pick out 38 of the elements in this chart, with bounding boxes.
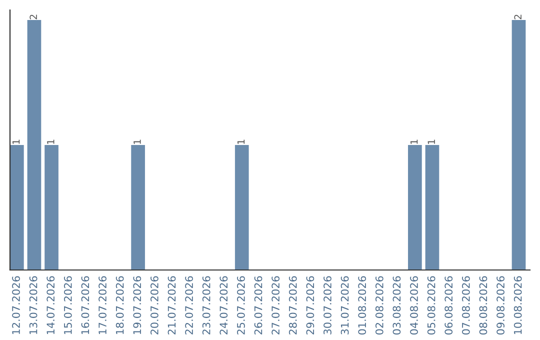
data-label: 1 bbox=[410, 140, 418, 144]
data-label: 2 bbox=[514, 14, 522, 20]
x-tick-label: 09.08.2026 bbox=[496, 276, 504, 335]
x-tick-label: 19.07.2026 bbox=[133, 276, 142, 334]
x-tick-label: 17.07.2026 bbox=[98, 276, 106, 334]
x-tick-label: 26.07.2026 bbox=[254, 276, 262, 334]
x-tick-label: 02.08.2026 bbox=[375, 276, 384, 335]
x-tick-label: 21.07.2026 bbox=[168, 276, 176, 334]
x-tick-label: 29.07.2026 bbox=[306, 276, 314, 334]
x-tick-label: 24.07.2026 bbox=[220, 276, 228, 334]
x-tick-label: 07.08.2026 bbox=[462, 276, 470, 335]
x-tick-label: 03.08.2026 bbox=[392, 276, 401, 335]
x-tick-label: 28.07.2026 bbox=[288, 276, 297, 334]
x-tick-label: 13.07.2026 bbox=[29, 276, 38, 334]
x-tick-label: 22.07.2026 bbox=[185, 276, 193, 334]
x-tick-label: 20.07.2026 bbox=[150, 276, 158, 334]
x-tick-label: 16.07.2026 bbox=[81, 276, 90, 334]
x-tick-label: 06.08.2026 bbox=[444, 276, 453, 335]
data-label: 1 bbox=[237, 140, 245, 144]
x-tick-label: 12.07.2026 bbox=[12, 276, 20, 334]
x-tick-label: 04.08.2026 bbox=[410, 276, 418, 335]
x-tick-label: 18.07.2026 bbox=[116, 276, 124, 334]
x-tick-label: 15.07.2026 bbox=[64, 276, 72, 334]
data-label: 1 bbox=[47, 140, 54, 144]
x-tick-label: 10.08.2026 bbox=[514, 276, 522, 334]
data-label: 1 bbox=[134, 140, 141, 144]
data-label: 2 bbox=[30, 14, 37, 20]
x-tick-label: 14.07.2026 bbox=[46, 276, 55, 334]
x-tick-label: 01.08.2026 bbox=[358, 276, 366, 335]
data-label: 1 bbox=[428, 140, 435, 144]
x-tick-label: 08.08.2026 bbox=[479, 276, 488, 335]
x-tick-label: 05.08.2026 bbox=[427, 276, 436, 335]
data-label: 1 bbox=[12, 140, 20, 144]
x-tick-label: 30.07.2026 bbox=[324, 276, 332, 334]
x-tick-label: 23.07.2026 bbox=[202, 276, 210, 334]
x-tick-label: 31.07.2026 bbox=[340, 276, 349, 334]
x-tick-label: 27.07.2026 bbox=[272, 276, 280, 334]
x-tick-label: 25.07.2026 bbox=[237, 276, 245, 334]
